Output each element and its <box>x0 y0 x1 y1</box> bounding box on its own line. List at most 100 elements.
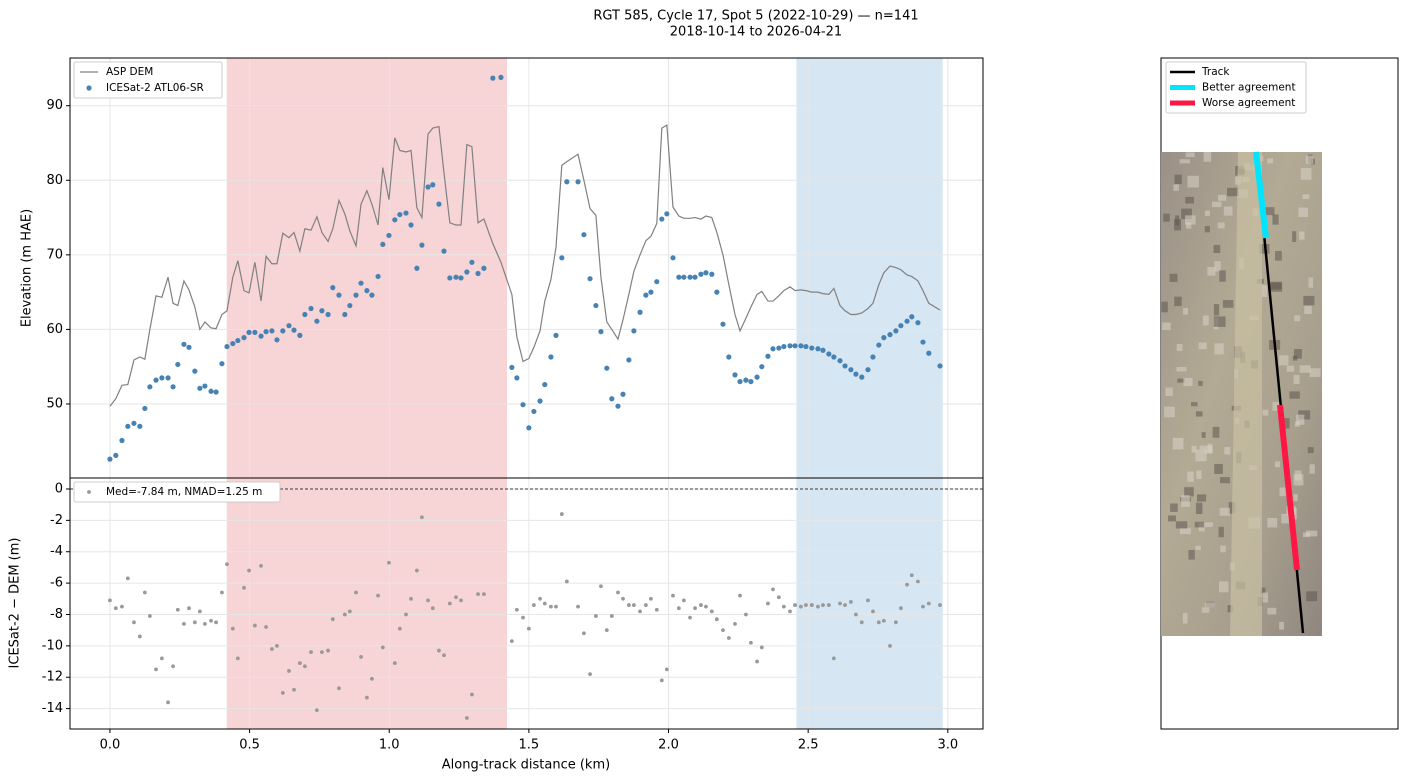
better-segment <box>1253 151 1269 239</box>
map-block <box>1203 522 1213 527</box>
data-point <box>108 598 112 603</box>
map-block <box>1177 378 1185 383</box>
map-block <box>1179 159 1190 164</box>
map-block <box>1195 411 1203 417</box>
chart-title: RGT 585, Cycle 17, Spot 5 (2022-10-29) —… <box>593 9 918 24</box>
data-point <box>637 309 643 315</box>
map-block <box>1187 471 1194 482</box>
data-point <box>414 568 419 573</box>
data-point <box>214 620 218 625</box>
data-point <box>909 314 915 320</box>
data-point <box>514 375 520 381</box>
data-point <box>520 402 526 408</box>
data-point <box>732 372 738 378</box>
data-point <box>776 595 781 600</box>
data-point <box>781 343 787 350</box>
data-point <box>748 378 754 385</box>
data-point <box>242 585 246 590</box>
data-point <box>838 601 842 606</box>
data-point <box>788 609 792 614</box>
data-point <box>202 621 207 626</box>
data-point <box>598 329 604 335</box>
data-point <box>559 255 565 261</box>
data-point <box>336 292 342 298</box>
map-block <box>1264 207 1275 216</box>
map-block <box>1204 225 1210 233</box>
map-block <box>1185 215 1196 225</box>
data-point <box>208 388 214 394</box>
data-point <box>643 603 648 607</box>
map-block <box>1224 447 1231 455</box>
data-point <box>392 661 397 666</box>
x-tick-label: 2.0 <box>658 738 679 753</box>
shaded-span <box>226 477 508 730</box>
data-point <box>447 275 453 281</box>
data-point <box>737 378 743 385</box>
data-point <box>859 374 865 380</box>
data-point <box>358 280 364 286</box>
data-point <box>235 656 240 661</box>
y-tick-label: 80 <box>46 173 63 188</box>
data-point <box>726 636 731 640</box>
data-point <box>430 182 436 188</box>
map-block <box>1283 418 1290 429</box>
data-point <box>113 452 119 459</box>
data-point <box>604 628 609 633</box>
data-point <box>587 276 593 282</box>
map-block <box>1304 306 1312 314</box>
data-point <box>137 423 143 429</box>
data-point <box>165 375 171 381</box>
data-point <box>866 598 870 603</box>
data-point <box>291 327 297 333</box>
data-point <box>469 259 475 265</box>
data-point <box>342 311 348 318</box>
data-point <box>771 587 775 592</box>
data-point <box>615 403 621 409</box>
data-point <box>252 623 257 628</box>
data-point <box>275 643 279 648</box>
data-point <box>888 643 892 648</box>
map-block <box>1183 377 1193 387</box>
data-point <box>482 592 486 596</box>
data-point <box>397 211 403 218</box>
data-point <box>287 669 291 673</box>
data-point <box>553 332 559 338</box>
data-point <box>380 645 385 650</box>
map-block <box>1183 307 1188 315</box>
map-block <box>1267 607 1277 615</box>
legend-label: ASP DEM <box>106 66 153 78</box>
data-point <box>342 612 347 617</box>
data-point <box>826 603 831 607</box>
data-point <box>916 579 920 584</box>
map-block <box>1292 355 1298 361</box>
map-block <box>1214 261 1221 272</box>
data-point <box>626 603 631 607</box>
data-point <box>654 279 660 285</box>
data-point <box>548 354 554 360</box>
map-block <box>1194 521 1205 528</box>
data-point <box>776 345 782 351</box>
data-point <box>142 405 148 412</box>
data-point <box>770 346 776 352</box>
data-point <box>588 672 592 676</box>
data-point <box>309 650 313 655</box>
data-point <box>419 242 425 248</box>
data-point <box>593 302 599 309</box>
data-point <box>380 241 386 248</box>
legend-box <box>73 481 281 503</box>
data-point <box>815 346 821 352</box>
data-point <box>714 617 719 622</box>
data-point <box>442 653 446 658</box>
data-point <box>859 620 864 625</box>
data-point <box>364 695 369 700</box>
data-point <box>375 273 381 280</box>
plot-frame <box>69 477 984 730</box>
map-block <box>1260 587 1266 594</box>
data-point <box>213 389 219 395</box>
legend: ASP DEM ICESat-2 ATL06-SR <box>73 61 223 99</box>
data-point <box>926 350 932 356</box>
data-point <box>409 596 413 601</box>
y-tick-label: -14 <box>42 701 63 716</box>
map-block <box>1218 194 1227 201</box>
map-block <box>1214 343 1224 355</box>
